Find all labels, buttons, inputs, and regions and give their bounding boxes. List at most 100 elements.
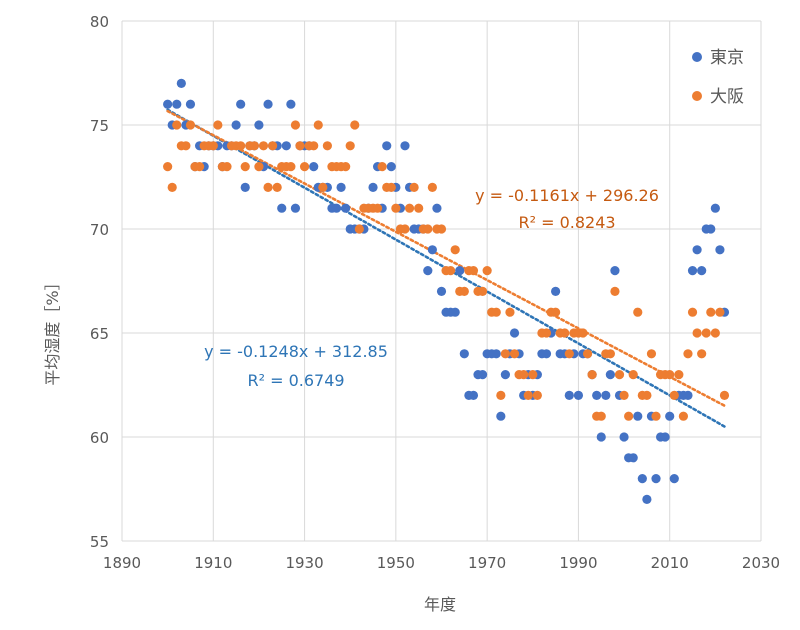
data-point bbox=[573, 390, 584, 400]
data-point bbox=[468, 390, 479, 400]
data-point bbox=[345, 141, 355, 151]
x-tick-label: 1970 bbox=[468, 554, 506, 572]
data-point bbox=[477, 286, 488, 296]
data-point bbox=[633, 307, 643, 317]
data-point bbox=[354, 224, 364, 234]
x-tick-label: 2030 bbox=[742, 554, 780, 572]
data-point bbox=[263, 99, 273, 109]
data-point bbox=[290, 120, 301, 130]
data-point bbox=[222, 162, 232, 172]
data-point bbox=[697, 266, 707, 276]
data-points bbox=[163, 78, 730, 504]
data-point bbox=[468, 266, 479, 276]
data-point bbox=[665, 370, 675, 380]
data-point bbox=[423, 266, 433, 276]
data-point bbox=[263, 182, 273, 192]
data-point bbox=[194, 162, 205, 172]
data-point bbox=[268, 141, 278, 151]
data-point bbox=[519, 370, 529, 380]
data-point bbox=[482, 266, 492, 276]
data-point bbox=[551, 307, 561, 317]
data-point bbox=[286, 99, 296, 109]
data-point bbox=[382, 141, 392, 151]
data-point bbox=[185, 99, 196, 109]
data-point bbox=[299, 162, 310, 172]
data-point bbox=[560, 328, 570, 338]
data-point bbox=[350, 120, 360, 130]
data-point bbox=[249, 141, 259, 151]
data-point bbox=[628, 370, 638, 380]
data-point bbox=[582, 349, 593, 359]
data-point bbox=[619, 432, 629, 442]
data-point bbox=[286, 162, 296, 172]
data-point bbox=[496, 411, 506, 421]
trend-equation-osaka: y = -0.1161x + 296.26 bbox=[475, 186, 659, 205]
x-tick-label: 1910 bbox=[194, 554, 232, 572]
data-point bbox=[414, 203, 424, 213]
data-point bbox=[309, 162, 319, 172]
data-point bbox=[687, 307, 698, 317]
data-point bbox=[532, 390, 542, 400]
data-point bbox=[683, 390, 693, 400]
data-point bbox=[318, 182, 328, 192]
data-point bbox=[697, 349, 707, 359]
trend-equation-tokyo: y = -0.1248x + 312.85 bbox=[204, 342, 388, 361]
legend: 東京 大阪 bbox=[692, 48, 744, 107]
data-point bbox=[409, 182, 419, 192]
data-point bbox=[309, 141, 319, 151]
data-point bbox=[710, 203, 720, 213]
data-point bbox=[523, 390, 533, 400]
data-point bbox=[651, 474, 661, 484]
data-point bbox=[587, 370, 597, 380]
trend-r2-tokyo: R² = 0.6749 bbox=[247, 371, 344, 390]
data-point bbox=[669, 474, 679, 484]
data-point bbox=[674, 370, 684, 380]
data-point bbox=[610, 266, 620, 276]
legend-label-tokyo: 東京 bbox=[710, 48, 744, 68]
data-point bbox=[240, 162, 250, 172]
data-point bbox=[701, 328, 711, 338]
data-point bbox=[491, 349, 501, 359]
data-point bbox=[505, 307, 515, 317]
data-point bbox=[665, 411, 675, 421]
data-point bbox=[619, 390, 629, 400]
data-point bbox=[322, 141, 332, 151]
data-point bbox=[564, 349, 574, 359]
data-point bbox=[272, 182, 282, 192]
data-point bbox=[400, 141, 410, 151]
legend-label-osaka: 大阪 bbox=[710, 87, 744, 107]
y-tick-label: 75 bbox=[90, 117, 109, 135]
data-point bbox=[172, 99, 182, 109]
data-point bbox=[719, 390, 730, 400]
data-point bbox=[236, 99, 246, 109]
data-point bbox=[541, 349, 552, 359]
data-point bbox=[500, 370, 510, 380]
x-tick-label: 1990 bbox=[559, 554, 597, 572]
data-point bbox=[213, 120, 223, 130]
data-point bbox=[459, 349, 469, 359]
data-point bbox=[706, 307, 716, 317]
data-point bbox=[391, 203, 401, 213]
data-point bbox=[427, 182, 437, 192]
data-point bbox=[564, 390, 574, 400]
data-point bbox=[633, 411, 643, 421]
data-point bbox=[706, 224, 716, 234]
data-point bbox=[336, 182, 346, 192]
trendline-osaka bbox=[166, 109, 726, 407]
data-point bbox=[181, 141, 191, 151]
data-point bbox=[436, 224, 447, 234]
data-point bbox=[172, 120, 182, 130]
data-point bbox=[715, 307, 725, 317]
data-point bbox=[491, 307, 501, 317]
data-point bbox=[277, 203, 287, 213]
data-point bbox=[601, 390, 611, 400]
data-point bbox=[541, 328, 552, 338]
data-point bbox=[446, 266, 456, 276]
data-point bbox=[496, 390, 506, 400]
data-point bbox=[331, 203, 342, 213]
data-point bbox=[687, 266, 698, 276]
y-tick-label: 60 bbox=[90, 429, 109, 447]
data-point bbox=[715, 245, 725, 255]
data-point bbox=[642, 390, 652, 400]
